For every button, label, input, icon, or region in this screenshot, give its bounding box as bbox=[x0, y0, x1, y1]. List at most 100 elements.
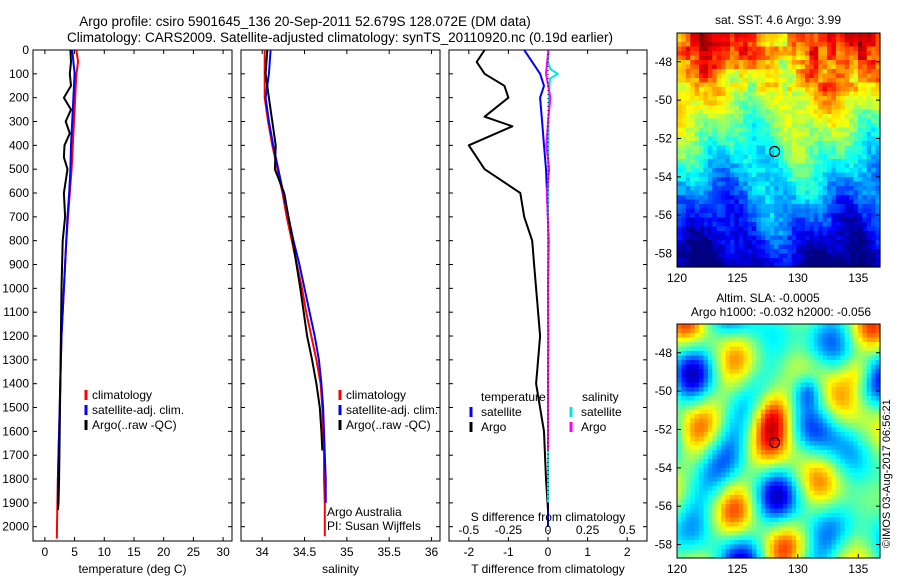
map-cell bbox=[712, 517, 718, 523]
map-cell bbox=[809, 508, 815, 514]
map-cell bbox=[743, 82, 749, 88]
map-cell bbox=[831, 373, 837, 379]
map-cell bbox=[769, 373, 775, 379]
map-cell bbox=[725, 163, 731, 169]
map-cell bbox=[787, 490, 793, 496]
map-cell bbox=[778, 454, 784, 460]
map-cell bbox=[677, 186, 683, 192]
map-cell bbox=[804, 468, 810, 474]
map-cell bbox=[813, 64, 819, 70]
map-cell bbox=[809, 504, 815, 510]
map-cell bbox=[840, 427, 846, 433]
map-cell bbox=[804, 204, 810, 210]
salinity-diff-tick-label: -0.25 bbox=[495, 523, 523, 537]
map-cell bbox=[862, 51, 868, 57]
map-cell bbox=[804, 37, 810, 43]
map-cell bbox=[791, 391, 797, 397]
map-cell bbox=[707, 427, 713, 433]
map-cell bbox=[840, 100, 846, 106]
map-cell bbox=[778, 109, 784, 115]
map-cell bbox=[822, 127, 828, 133]
map-cell bbox=[738, 342, 744, 348]
map-cell bbox=[703, 441, 709, 447]
map-cell bbox=[725, 159, 731, 165]
map-cell bbox=[849, 540, 855, 546]
map-cell bbox=[800, 190, 806, 196]
map-cell bbox=[685, 423, 691, 429]
map-cell bbox=[681, 441, 687, 447]
map-cell bbox=[822, 118, 828, 124]
map-cell bbox=[782, 172, 788, 178]
map-cell bbox=[844, 204, 850, 210]
map-cell bbox=[729, 100, 735, 106]
map-cell bbox=[849, 337, 855, 343]
map-cell bbox=[818, 222, 824, 228]
map-cell bbox=[862, 87, 868, 93]
map-cell bbox=[747, 249, 753, 255]
map-cell bbox=[699, 364, 705, 370]
map-cell bbox=[769, 96, 775, 102]
map-cell bbox=[729, 177, 735, 183]
map-cell bbox=[685, 414, 691, 420]
map-cell bbox=[707, 181, 713, 187]
map-cell bbox=[769, 226, 775, 232]
temperature-profile-panel: 0100200300400500600700800900100011001200… bbox=[2, 43, 233, 576]
map-cell bbox=[787, 382, 793, 388]
map-cell bbox=[690, 454, 696, 460]
map-cell bbox=[747, 123, 753, 129]
map-cell bbox=[840, 445, 846, 451]
map-cell bbox=[725, 64, 731, 70]
map-cell bbox=[822, 360, 828, 366]
map-cell bbox=[765, 328, 771, 334]
map-cell bbox=[721, 396, 727, 402]
map-cell bbox=[721, 382, 727, 388]
map-cell bbox=[796, 508, 802, 514]
map-cell bbox=[712, 249, 718, 255]
map-cell bbox=[734, 177, 740, 183]
map-cell bbox=[857, 105, 863, 111]
map-cell bbox=[690, 118, 696, 124]
map-cell bbox=[738, 127, 744, 133]
map-cell bbox=[875, 154, 881, 160]
map-cell bbox=[769, 513, 775, 519]
map-cell bbox=[743, 172, 749, 178]
map-cell bbox=[809, 526, 815, 532]
map-cell bbox=[822, 69, 828, 75]
map-cell bbox=[844, 118, 850, 124]
map-cell bbox=[818, 46, 824, 52]
map-cell bbox=[703, 490, 709, 496]
map-cell bbox=[774, 96, 780, 102]
map-cell bbox=[734, 549, 740, 555]
map-cell bbox=[747, 531, 753, 537]
map-cell bbox=[849, 351, 855, 357]
map-cell bbox=[875, 378, 881, 384]
map-cell bbox=[809, 544, 815, 550]
map-cell bbox=[813, 540, 819, 546]
map-cell bbox=[857, 114, 863, 120]
temperature-x-tick-label: 25 bbox=[187, 545, 201, 559]
map-cell bbox=[707, 355, 713, 361]
map-cell bbox=[721, 513, 727, 519]
map-cell bbox=[738, 531, 744, 537]
map-cell bbox=[716, 168, 722, 174]
map-cell bbox=[685, 150, 691, 156]
map-cell bbox=[835, 190, 841, 196]
map-cell bbox=[853, 222, 859, 228]
map-cell bbox=[725, 369, 731, 375]
map-cell bbox=[844, 333, 850, 339]
map-cell bbox=[796, 504, 802, 510]
map-cell bbox=[849, 177, 855, 183]
map-cell bbox=[827, 540, 833, 546]
map-cell bbox=[822, 337, 828, 343]
map-cell bbox=[707, 549, 713, 555]
map-cell bbox=[853, 499, 859, 505]
map-cell bbox=[813, 360, 819, 366]
map-cell bbox=[677, 154, 683, 160]
map-cell bbox=[769, 342, 775, 348]
map-cell bbox=[827, 177, 833, 183]
map-cell bbox=[818, 387, 824, 393]
map-cell bbox=[809, 145, 815, 151]
map-cell bbox=[707, 387, 713, 393]
map-cell bbox=[703, 450, 709, 456]
map-cell bbox=[774, 60, 780, 66]
